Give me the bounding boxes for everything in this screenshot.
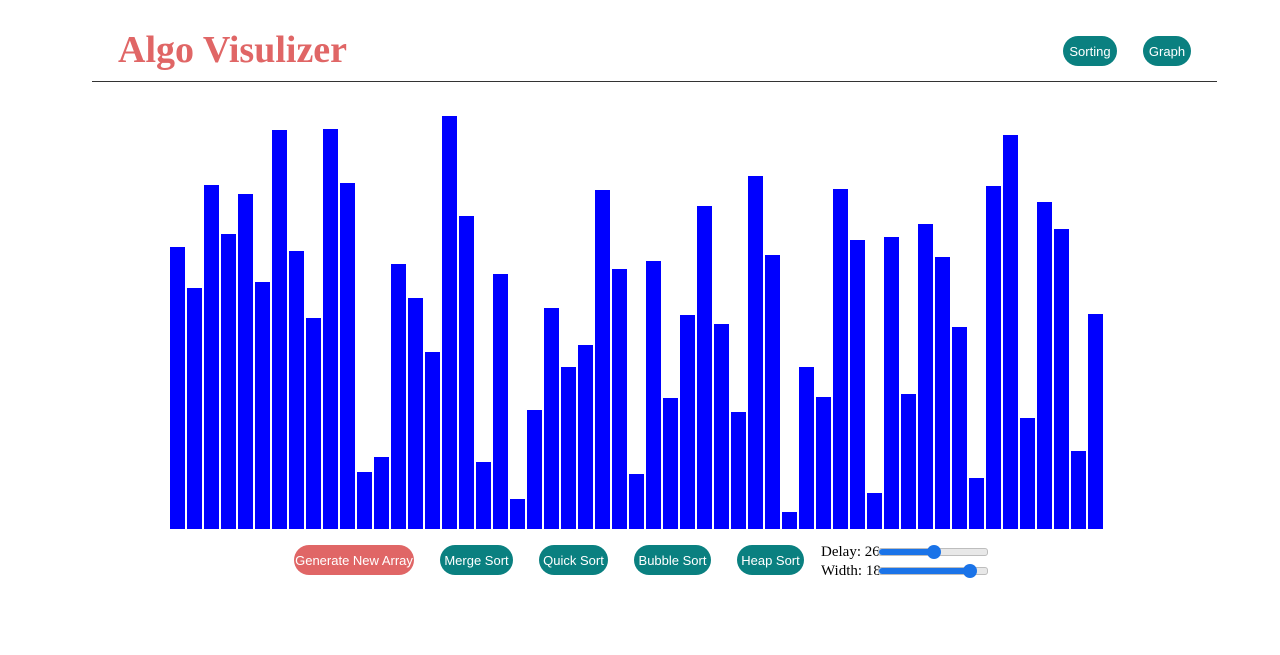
width-slider-fill: [879, 568, 970, 574]
width-slider[interactable]: [878, 564, 988, 578]
array-bar: [1037, 202, 1052, 529]
array-bar: [204, 185, 219, 529]
array-bar: [408, 298, 423, 529]
array-bar: [816, 397, 831, 529]
array-bar: [561, 367, 576, 529]
array-bar: [442, 116, 457, 529]
delay-label: Delay: 26: [821, 544, 880, 560]
array-bar: [697, 206, 712, 529]
delay-slider-fill: [879, 549, 935, 555]
app-title: Algo Visulizer: [118, 29, 348, 71]
array-bar: [884, 237, 899, 529]
array-bar: [850, 240, 865, 529]
array-bar: [476, 462, 491, 529]
array-bar: [1071, 451, 1086, 529]
delay-slider-thumb[interactable]: [927, 545, 942, 559]
array-bar: [1020, 418, 1035, 529]
array-bar: [918, 224, 933, 529]
width-value: 18: [865, 563, 881, 579]
array-bar: [1003, 135, 1018, 529]
array-bar: [969, 478, 984, 529]
array-bar: [544, 308, 559, 529]
heap-sort-button[interactable]: Heap Sort: [737, 545, 804, 575]
array-bar: [714, 324, 729, 529]
array-bar: [527, 410, 542, 529]
array-bar: [272, 130, 287, 529]
array-bar: [221, 234, 236, 529]
array-bar: [867, 493, 882, 529]
array-bar: [238, 194, 253, 529]
array-bar: [255, 282, 270, 529]
array-bar: [170, 247, 185, 529]
array-bar: [680, 315, 695, 529]
array-bar: [357, 472, 372, 529]
array-bar: [765, 255, 780, 529]
array-bar: [306, 318, 321, 529]
array-bar: [391, 264, 406, 529]
array-bar: [901, 394, 916, 529]
array-bar: [1054, 229, 1069, 529]
array-bar: [323, 129, 338, 529]
merge-sort-button[interactable]: Merge Sort: [440, 545, 513, 575]
array-bar: [289, 251, 304, 529]
array-bar: [374, 457, 389, 529]
array-bar: [459, 216, 474, 529]
array-bar: [612, 269, 627, 529]
array-bar: [425, 352, 440, 529]
header: Algo Visulizer Sorting Graph: [92, 0, 1217, 82]
array-bar: [663, 398, 678, 529]
array-bar: [1088, 314, 1103, 529]
array-bar: [782, 512, 797, 529]
width-control: Width: 18: [821, 562, 991, 581]
array-bar: [935, 257, 950, 529]
array-bar: [578, 345, 593, 529]
generate-array-button[interactable]: Generate New Array: [294, 545, 414, 575]
array-bar: [748, 176, 763, 529]
array-bar: [646, 261, 661, 529]
width-slider-thumb[interactable]: [962, 564, 977, 578]
array-bar: [340, 183, 355, 529]
array-bar: [629, 474, 644, 529]
delay-control: Delay: 26: [821, 543, 991, 562]
array-bar: [510, 499, 525, 529]
array-bar: [595, 190, 610, 529]
width-label: Width: 18: [821, 563, 881, 579]
quick-sort-button[interactable]: Quick Sort: [539, 545, 608, 575]
delay-slider[interactable]: [878, 545, 988, 559]
array-bar: [493, 274, 508, 529]
controls-bar: Generate New Array Merge Sort Quick Sort…: [0, 543, 1280, 585]
array-bar: [986, 186, 1001, 529]
array-bar: [187, 288, 202, 529]
array-bar: [833, 189, 848, 529]
array-bar: [952, 327, 967, 529]
array-bar: [731, 412, 746, 529]
nav-graph-button[interactable]: Graph: [1143, 36, 1191, 66]
delay-value: 26: [864, 544, 880, 560]
array-bar: [799, 367, 814, 529]
bubble-sort-button[interactable]: Bubble Sort: [634, 545, 711, 575]
nav-sorting-button[interactable]: Sorting: [1063, 36, 1117, 66]
